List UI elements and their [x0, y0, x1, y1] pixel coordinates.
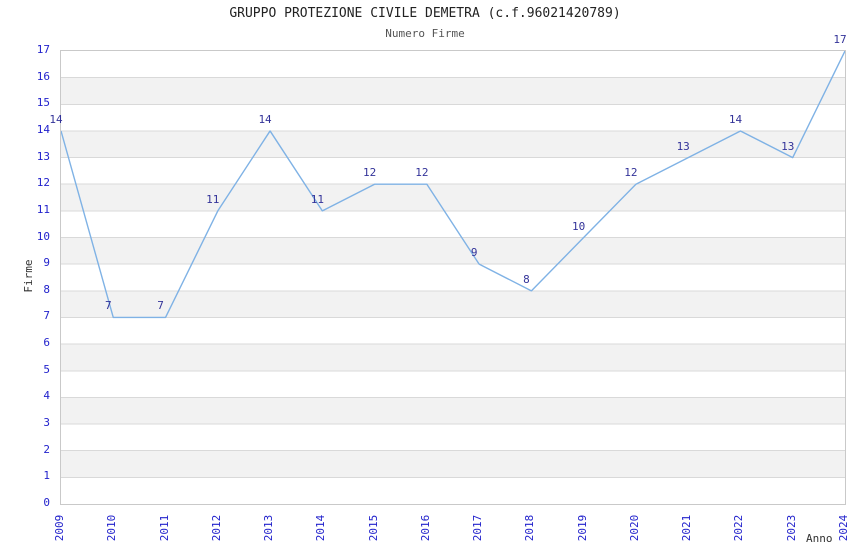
x-tick-label: 2009: [53, 514, 66, 542]
y-tick-label: 17: [36, 43, 50, 56]
x-tick-label: 2022: [732, 514, 746, 542]
x-tick-label: 2011: [157, 514, 171, 542]
x-axis-title: Anno: [806, 532, 833, 545]
chart-title: GRUPPO PROTEZIONE CIVILE DEMETRA (c.f.96…: [229, 6, 621, 21]
y-tick-label: 16: [36, 69, 50, 83]
x-tick-label: 2010: [105, 514, 119, 542]
y-tick-label: 4: [43, 389, 50, 403]
data-point-label: 11: [206, 192, 220, 206]
x-tick-label: 2012: [209, 514, 223, 542]
y-tick-label: 2: [43, 442, 50, 456]
y-tick-label: 10: [36, 229, 50, 243]
y-tick-label: 9: [43, 256, 50, 270]
x-tick-label: 2017: [471, 514, 485, 542]
data-point-label: 17: [833, 33, 847, 46]
y-tick-label: 15: [36, 96, 50, 110]
y-tick-label: 7: [43, 309, 50, 323]
y-tick-label: 8: [43, 282, 50, 296]
plot-band: [61, 184, 845, 211]
y-tick-label: 14: [36, 122, 50, 136]
x-tick-label: 2021: [680, 514, 694, 542]
x-tick-label: 2020: [627, 514, 641, 542]
plot-band: [61, 77, 845, 105]
y-tick-label: 13: [36, 149, 50, 163]
y-tick-label: 12: [36, 176, 50, 190]
y-tick-label: 11: [36, 202, 50, 216]
plot-band: [61, 344, 845, 371]
data-point-label: 10: [572, 219, 586, 233]
x-tick-label: 2015: [366, 514, 380, 542]
y-tick-label: 6: [43, 336, 50, 350]
series-line: [61, 51, 845, 319]
plot-area: [60, 50, 846, 505]
x-tick-label: 2019: [575, 514, 589, 542]
plot-canvas: [61, 51, 845, 478]
x-tick-label: 2023: [784, 514, 798, 542]
y-tick-label: 1: [43, 469, 50, 483]
plot-band: [61, 237, 845, 265]
data-point-label: 14: [49, 112, 63, 126]
y-axis-title: Firme: [22, 259, 35, 293]
data-point-label: 13: [781, 139, 795, 153]
data-point-label: 12: [415, 166, 429, 180]
data-point-label: 7: [104, 299, 112, 313]
data-point-label: 11: [310, 192, 324, 206]
data-point-label: 7: [157, 299, 164, 313]
plot-band: [61, 130, 845, 158]
x-tick-label: 2014: [314, 514, 328, 542]
y-tick-label: 0: [43, 496, 50, 509]
plot-band: [61, 450, 845, 478]
data-point-label: 8: [523, 272, 530, 286]
data-point-label: 14: [258, 112, 272, 126]
x-tick-label: 2013: [262, 514, 276, 542]
x-tick-label: 2018: [523, 514, 537, 542]
x-tick-label: 2016: [418, 514, 432, 542]
y-tick-label: 5: [43, 362, 50, 376]
data-point-label: 13: [676, 139, 690, 153]
chart-subtitle: Numero Firme: [385, 27, 465, 40]
data-point-label: 12: [624, 166, 638, 180]
y-tick-label: 3: [43, 416, 50, 430]
data-point-label: 12: [362, 166, 377, 180]
plot-band: [61, 290, 845, 318]
plot-band: [61, 397, 845, 425]
data-point-label: 14: [728, 112, 743, 126]
data-point-label: 9: [470, 246, 478, 260]
